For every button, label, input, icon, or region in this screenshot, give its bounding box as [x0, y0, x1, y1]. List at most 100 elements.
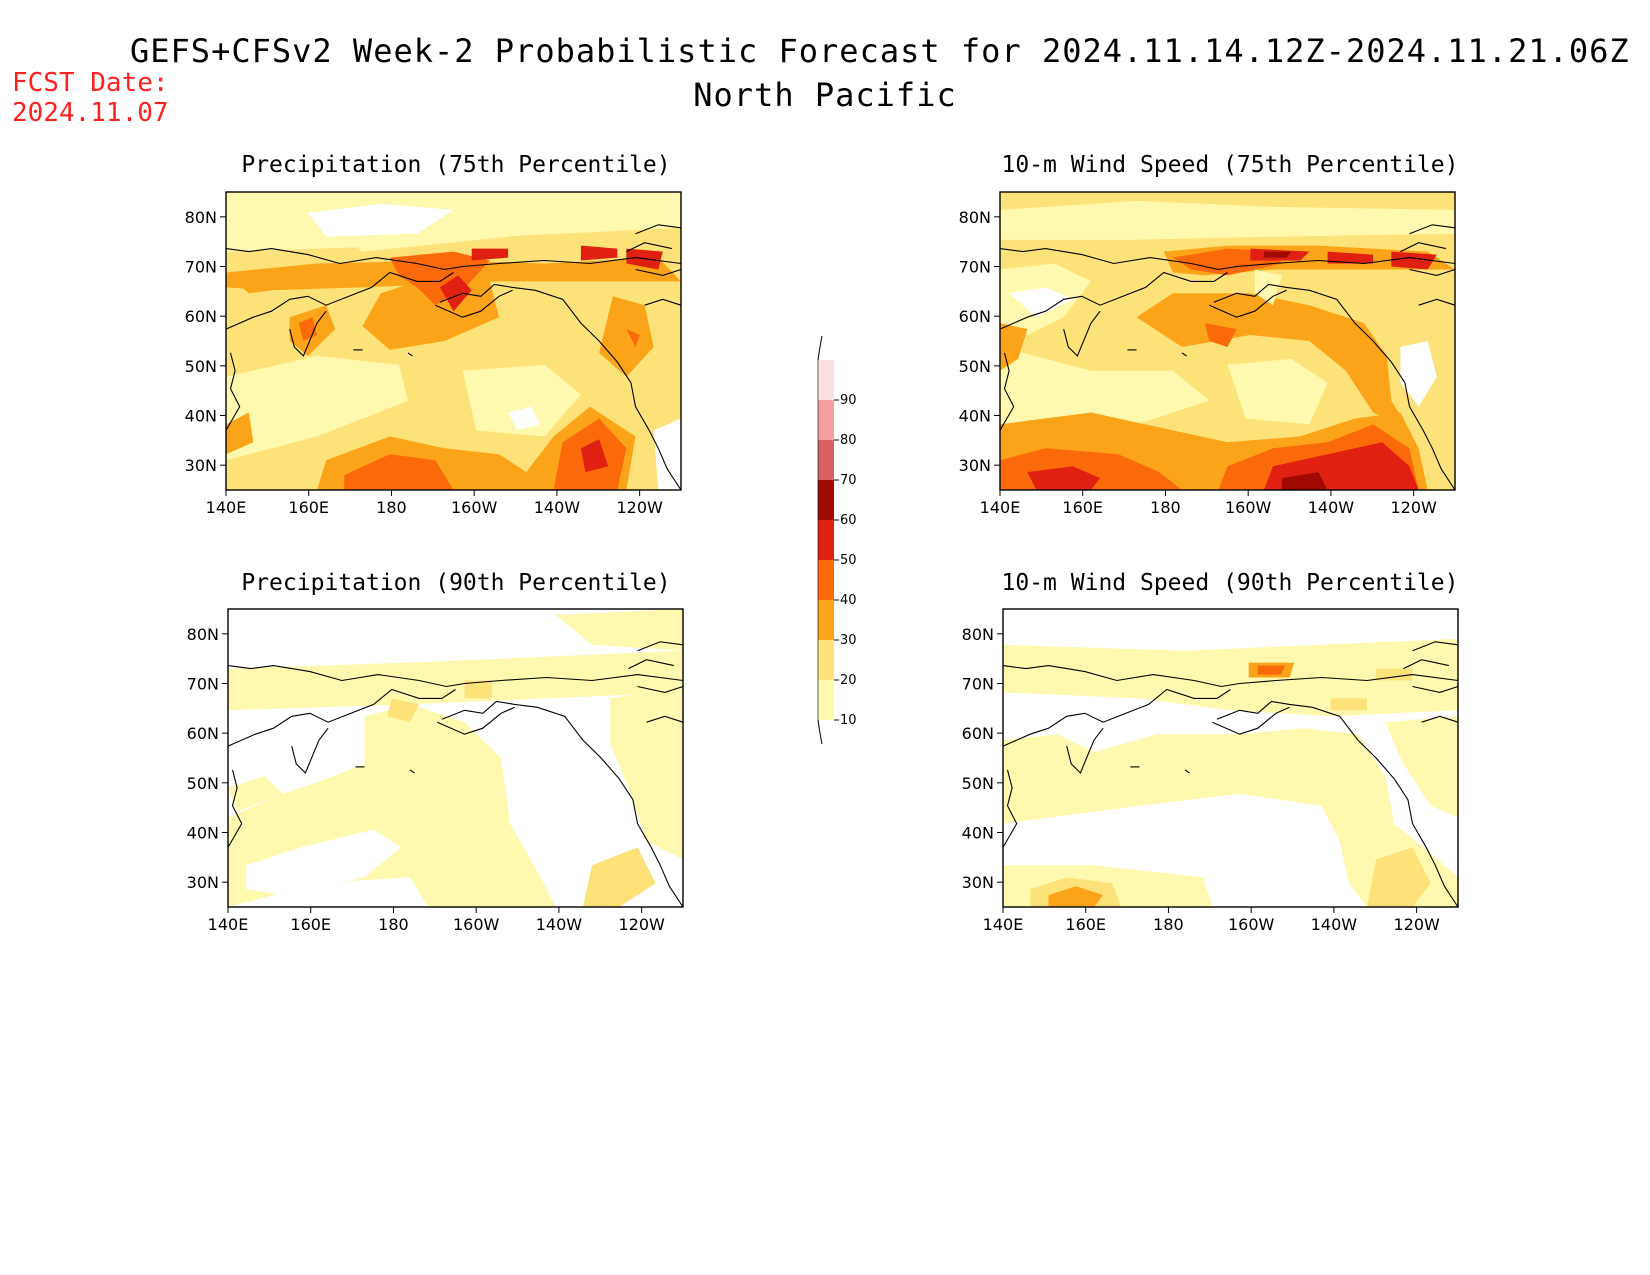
coastline-path: [437, 706, 515, 735]
shaded-region: [1039, 811, 1313, 872]
shaded-region: [555, 609, 683, 651]
map-wind-90: 80N 70N 60N 50N 40N 30N 140E 160E 180 160W 140W 120…: [947, 605, 1467, 935]
colorbar-swatch: [818, 360, 834, 400]
coastline-path: [291, 727, 329, 774]
coastline-path: [1412, 641, 1459, 652]
lon-tick-label: 180: [376, 498, 407, 517]
colorbar-swatch: [818, 560, 834, 600]
lat-tick-label: 50N: [962, 774, 994, 793]
coastline-path: [407, 352, 413, 357]
coastline-path: [409, 769, 415, 774]
shaded-region: [462, 364, 581, 437]
colorbar-swatch: [818, 440, 834, 480]
map-frame: [227, 608, 684, 908]
lon-tick-label: 120W: [1393, 915, 1440, 934]
lon-tick-label: 160E: [1065, 915, 1106, 934]
shaded-region: [226, 355, 408, 461]
shaded-region: [1000, 347, 1210, 431]
lat-tick-label: 30N: [962, 873, 994, 892]
lon-tick-label: 140E: [980, 498, 1021, 517]
lat-tick-label: 80N: [959, 208, 991, 227]
coastline-path: [1418, 298, 1456, 306]
shaded-region: [1204, 323, 1237, 347]
lon-tick-label: 140W: [1308, 498, 1355, 517]
shaded-region: [1000, 200, 1455, 240]
lat-tick-label: 80N: [187, 625, 219, 644]
panel-title-wind-90: 10-m Wind Speed (90th Percentile): [1001, 570, 1459, 596]
lon-tick-label: 120W: [618, 915, 665, 934]
shaded-region: [471, 248, 509, 261]
colorbar-label: 20: [840, 673, 857, 688]
main-title: GEFS+CFSv2 Week-2 Probabilistic Forecast…: [130, 32, 1630, 70]
coastline-path: [1002, 665, 1459, 688]
lat-tick-label: 80N: [962, 625, 994, 644]
lon-tick-label: 180: [378, 915, 409, 934]
lat-tick-label: 30N: [185, 456, 217, 475]
lat-tick-label: 60N: [187, 724, 219, 743]
coastline-path: [1063, 310, 1101, 357]
shaded-region: [580, 245, 618, 261]
coastline-path: [1002, 769, 1018, 848]
shaded-region: [439, 275, 472, 312]
map-precip-90: 80N 70N 60N 50N 40N 30N 140E 160E 180 160W 140W 120…: [172, 605, 692, 935]
colorbar-swatch: [818, 400, 834, 440]
shaded-region: [1009, 287, 1073, 318]
lon-tick-label: 160E: [288, 498, 329, 517]
shaded-region: [387, 698, 420, 723]
lon-tick-label: 180: [1153, 915, 1184, 934]
lon-tick-label: 160W: [451, 498, 498, 517]
shaded-region: [1385, 716, 1458, 818]
coastlines: [227, 641, 684, 908]
shaded-region: [1391, 251, 1437, 270]
lat-tick-label: 30N: [187, 873, 219, 892]
coastline-path: [1212, 706, 1290, 735]
lat-tick-label: 50N: [185, 357, 217, 376]
shaded-region: [1327, 251, 1374, 264]
coastline-path: [225, 271, 454, 330]
lon-tick-label: 180: [1150, 498, 1181, 517]
coastlines: [1002, 641, 1459, 908]
shaded-region: [464, 680, 492, 699]
lat-tick-label: 30N: [959, 456, 991, 475]
lat-tick-label: 40N: [185, 407, 217, 426]
colorbar-label: 50: [840, 553, 857, 568]
shaded-region: [1136, 293, 1410, 431]
lon-tick-label: 120W: [1390, 498, 1437, 517]
panel-title-wind-75: 10-m Wind Speed (75th Percentile): [1001, 152, 1459, 178]
shaded-region: [580, 439, 609, 473]
lat-tick-label: 60N: [185, 307, 217, 326]
probability-shading: [1003, 609, 1458, 907]
shaded-region: [1376, 668, 1413, 681]
shaded-region: [1048, 886, 1104, 907]
lon-tick-label: 160W: [453, 915, 500, 934]
lon-tick-label: 160E: [1062, 498, 1103, 517]
colorbar-label: 30: [840, 633, 857, 648]
coastline-path: [999, 271, 1228, 330]
colorbar-label: 40: [840, 593, 857, 608]
coastline-path: [441, 700, 684, 908]
coastline-path: [635, 224, 682, 235]
shaded-region: [344, 454, 454, 490]
shaded-region: [246, 829, 401, 896]
lat-tick-label: 40N: [959, 407, 991, 426]
forecast-date-label: FCST Date:: [12, 68, 169, 98]
shaded-region: [1263, 251, 1292, 258]
lat-tick-label: 70N: [187, 675, 219, 694]
shaded-region: [1003, 728, 1458, 907]
shaded-region: [1282, 472, 1328, 490]
coastline-path: [1403, 659, 1450, 670]
lon-tick-label: 140W: [534, 498, 581, 517]
coastline-path: [439, 283, 682, 491]
map-frame: [999, 191, 1456, 491]
coastline-path: [1409, 268, 1456, 276]
map-frame: [225, 191, 682, 491]
probability-shading: [228, 609, 683, 907]
shaded-region: [626, 329, 641, 347]
probability-colorbar: 10 20 30 40 50 60 70 80 90: [800, 330, 860, 754]
lon-tick-label: 120W: [616, 498, 663, 517]
coastline-path: [999, 352, 1015, 431]
lat-tick-label: 60N: [962, 724, 994, 743]
region-subtitle: North Pacific: [693, 76, 957, 114]
colorbar-swatch: [818, 520, 834, 560]
shaded-region: [235, 275, 295, 294]
